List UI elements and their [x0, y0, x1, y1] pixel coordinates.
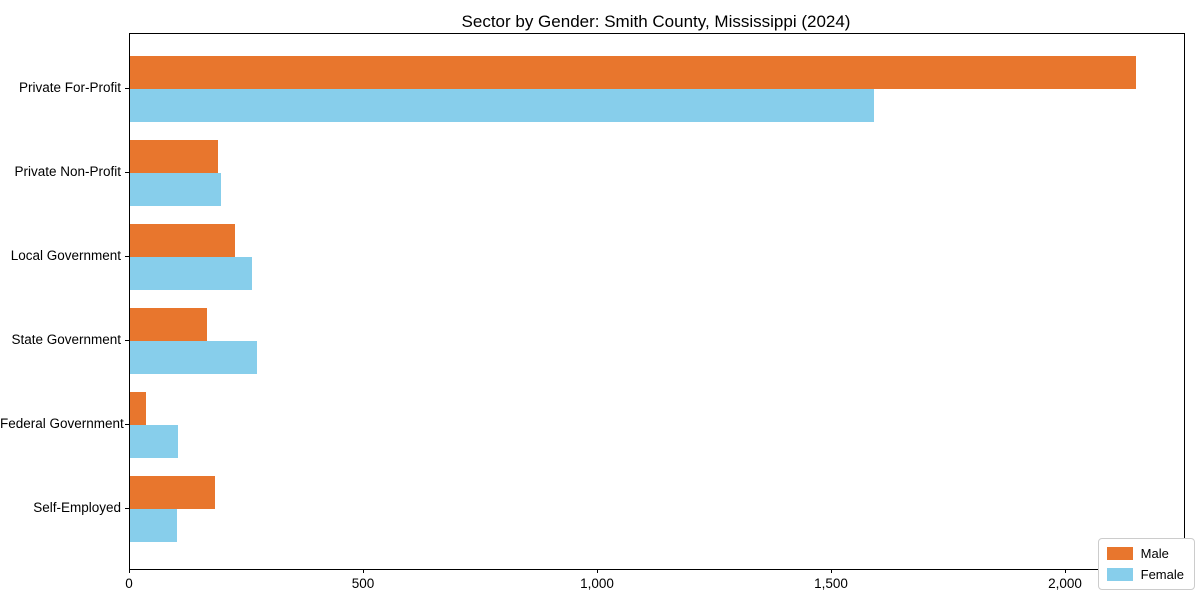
x-tick-mark: [1065, 569, 1066, 573]
x-tick-label: 0: [125, 576, 133, 591]
bar-female-2: [130, 173, 221, 206]
legend-swatch-female: [1106, 568, 1133, 581]
legend-swatch-male: [1106, 547, 1133, 560]
bar-female-6: [130, 509, 177, 542]
y-tick-mark: [125, 340, 129, 341]
y-tick-label: Local Government: [10, 248, 121, 263]
bar-female-3: [130, 257, 252, 290]
legend-label-female: Female: [1140, 567, 1184, 582]
y-tick-mark: [125, 256, 129, 257]
legend: Male Female: [1097, 538, 1195, 590]
x-tick-label: 1,500: [814, 576, 848, 591]
y-tick-mark: [125, 508, 129, 509]
y-tick-mark: [125, 424, 129, 425]
x-tick-mark: [363, 569, 364, 573]
y-tick-label: Self-Employed: [33, 500, 121, 515]
x-tick-mark: [831, 569, 832, 573]
bar-male-6: [130, 476, 215, 509]
legend-label-male: Male: [1140, 546, 1169, 561]
y-tick-label: State Government: [11, 332, 121, 347]
bar-male-4: [130, 308, 207, 341]
y-tick-label: Federal Government: [0, 416, 124, 431]
chart-title: Sector by Gender: Smith County, Mississi…: [461, 12, 851, 31]
x-tick-mark: [597, 569, 598, 573]
x-tick-label: 1,000: [580, 576, 614, 591]
y-tick-mark: [125, 172, 129, 173]
bar-female-5: [130, 425, 178, 458]
bar-female-4: [130, 341, 257, 374]
legend-row-male: Male: [1106, 546, 1184, 561]
y-tick-label: Private For-Profit: [18, 80, 121, 95]
x-tick-label: 2,000: [1048, 576, 1082, 591]
y-tick-mark: [125, 88, 129, 89]
x-tick-label: 500: [351, 576, 375, 591]
bar-male-3: [130, 224, 235, 257]
legend-row-female: Female: [1106, 567, 1184, 582]
bar-male-5: [130, 392, 146, 425]
bar-male-1: [130, 56, 1136, 89]
y-tick-label: Private Non-Profit: [14, 164, 121, 179]
plot-area: [129, 33, 1185, 570]
bar-male-2: [130, 140, 218, 173]
bar-female-1: [130, 89, 874, 122]
x-tick-mark: [129, 569, 130, 573]
